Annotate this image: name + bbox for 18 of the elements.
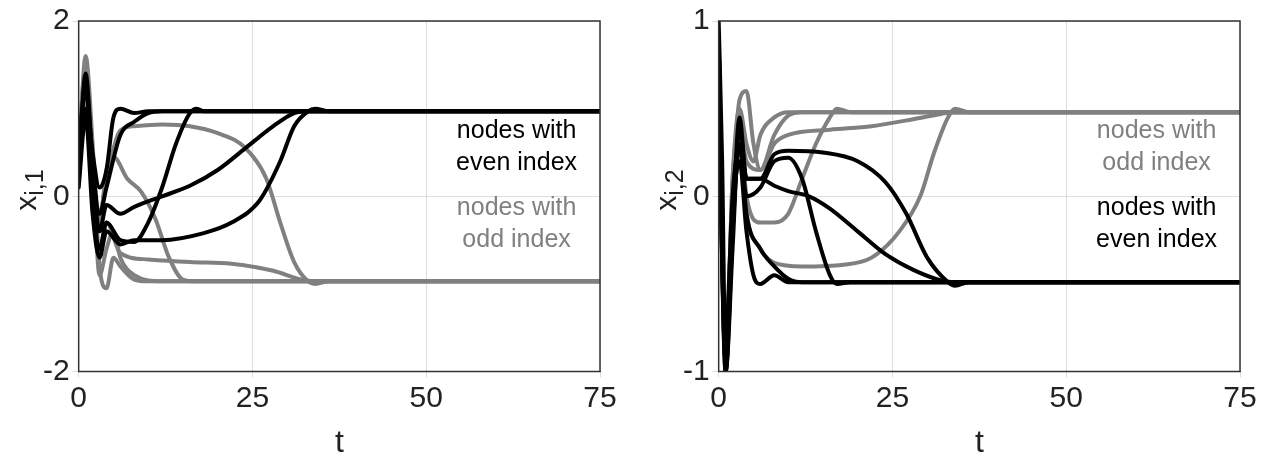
x-tick-label: 50 (409, 379, 443, 413)
annotation: nodes with odd index (456, 192, 577, 253)
x-tick-label: 75 (583, 379, 617, 413)
annotation: nodes with even index (456, 115, 578, 176)
x-tick-label: 50 (1049, 379, 1083, 413)
annotation: nodes with odd index (1096, 115, 1217, 176)
y-tick-label: -1 (682, 352, 710, 386)
x-tick-label: 25 (875, 379, 910, 413)
x-axis-title: t (334, 422, 344, 459)
x-axis-title: t (974, 422, 984, 459)
x-tick-label: 75 (1223, 379, 1257, 413)
y-tick-label: -2 (42, 352, 70, 386)
y-tick-label: 0 (52, 177, 70, 211)
x-tick-label: 25 (235, 379, 270, 413)
annotation: nodes with even index (1096, 192, 1218, 253)
y-tick-label: 1 (692, 2, 710, 36)
y-tick-label: 2 (52, 2, 70, 36)
y-tick-label: 0 (692, 177, 710, 211)
